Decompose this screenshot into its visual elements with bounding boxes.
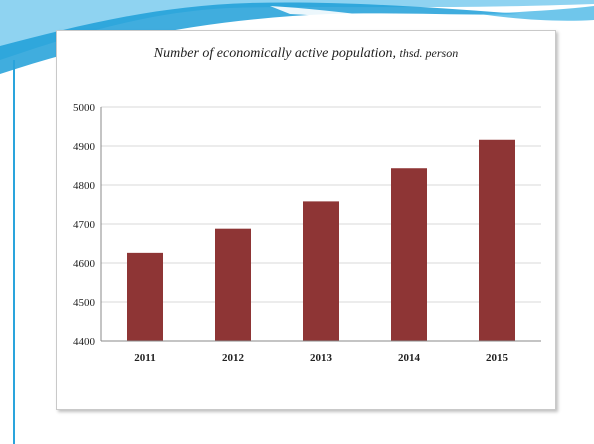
y-tick-label: 4600 — [73, 258, 96, 270]
x-axis-ticks: 2011 2012 2013 2014 2015 — [134, 352, 508, 364]
y-axis-ticks: 4400 4500 4600 4700 4800 4900 5000 — [73, 102, 96, 348]
chart-title: Number of economically active population… — [153, 46, 458, 61]
chart-frame: Number of economically active population… — [56, 30, 556, 410]
x-tick-label: 2014 — [398, 352, 421, 364]
bars — [127, 139, 515, 341]
x-tick-label: 2012 — [222, 352, 245, 364]
y-tick-label: 4800 — [73, 180, 96, 192]
bar-2015 — [479, 139, 515, 341]
y-tick-label: 4900 — [73, 141, 96, 153]
x-tick-label: 2011 — [134, 352, 155, 364]
bar-2014 — [391, 168, 427, 341]
y-tick-label: 4400 — [73, 336, 96, 348]
bar-chart: Number of economically active population… — [73, 46, 541, 364]
bar-2011 — [127, 252, 163, 341]
x-tick-label: 2015 — [486, 352, 509, 364]
x-tick-label: 2013 — [310, 352, 333, 364]
chart-title-unit: thsd. person — [400, 46, 459, 60]
y-tick-label: 5000 — [73, 102, 96, 114]
bar-2012 — [215, 228, 251, 341]
y-tick-label: 4700 — [73, 219, 96, 231]
bar-2013 — [303, 201, 339, 341]
y-tick-label: 4500 — [73, 297, 96, 309]
chart-title-main: Number of economically active population… — [153, 46, 396, 61]
axes — [100, 107, 541, 342]
